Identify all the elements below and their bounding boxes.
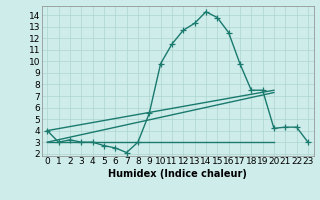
X-axis label: Humidex (Indice chaleur): Humidex (Indice chaleur) — [108, 169, 247, 179]
